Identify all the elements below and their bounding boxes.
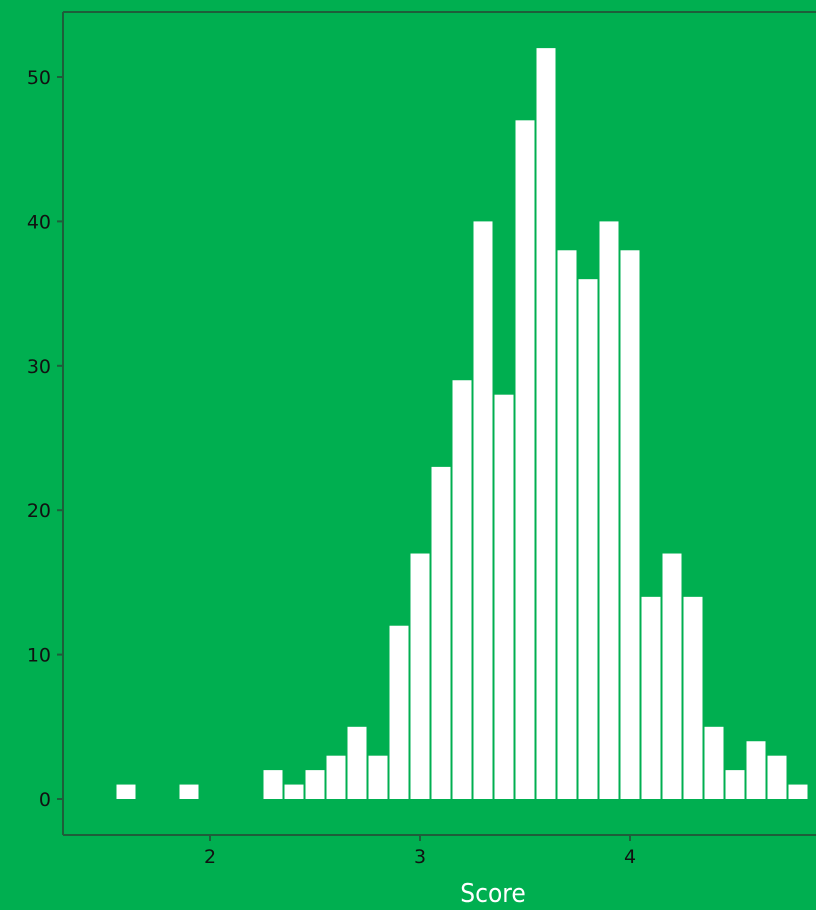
histogram-bar <box>683 596 703 799</box>
histogram-bar <box>662 553 682 799</box>
histogram-bar <box>263 770 283 799</box>
histogram-bar <box>116 784 136 799</box>
histogram-bar <box>788 784 808 799</box>
histogram-bar <box>515 120 535 799</box>
y-tick-label: 30 <box>27 356 51 378</box>
x-tick-label: 2 <box>204 846 216 868</box>
axes-group <box>62 11 816 836</box>
histogram-bar <box>284 784 304 799</box>
histogram-bar <box>557 250 577 799</box>
histogram-bar <box>368 755 388 799</box>
x-tick-label: 4 <box>624 846 636 868</box>
histogram-bar <box>305 770 325 799</box>
histogram-bar <box>767 755 787 799</box>
histogram-bar <box>452 380 472 799</box>
histogram-bar <box>620 250 640 799</box>
histogram-bar <box>704 726 724 799</box>
histogram-bar <box>473 221 493 799</box>
x-axis-title: Score <box>460 879 525 909</box>
histogram-bar <box>410 553 430 799</box>
ticks-group: 010203040502345 <box>27 67 636 868</box>
histogram-bar <box>431 466 451 799</box>
histogram-bar <box>725 770 745 799</box>
histogram-bar <box>536 48 556 800</box>
y-tick-label: 10 <box>27 645 51 667</box>
histogram-bar <box>494 394 514 799</box>
histogram-bar <box>746 741 766 799</box>
histogram-bar <box>599 221 619 799</box>
histogram-bar <box>326 755 346 799</box>
histogram-bar <box>389 625 409 799</box>
y-tick-label: 0 <box>39 789 51 811</box>
histogram-bar <box>641 596 661 799</box>
x-tick-label: 3 <box>414 846 426 868</box>
histogram-bar <box>578 279 598 799</box>
y-tick-label: 20 <box>27 500 51 522</box>
bars-group <box>116 48 808 800</box>
histogram-bar <box>179 784 199 799</box>
y-tick-label: 40 <box>27 211 51 233</box>
histogram-bar <box>347 726 367 799</box>
y-tick-label: 50 <box>27 67 51 89</box>
